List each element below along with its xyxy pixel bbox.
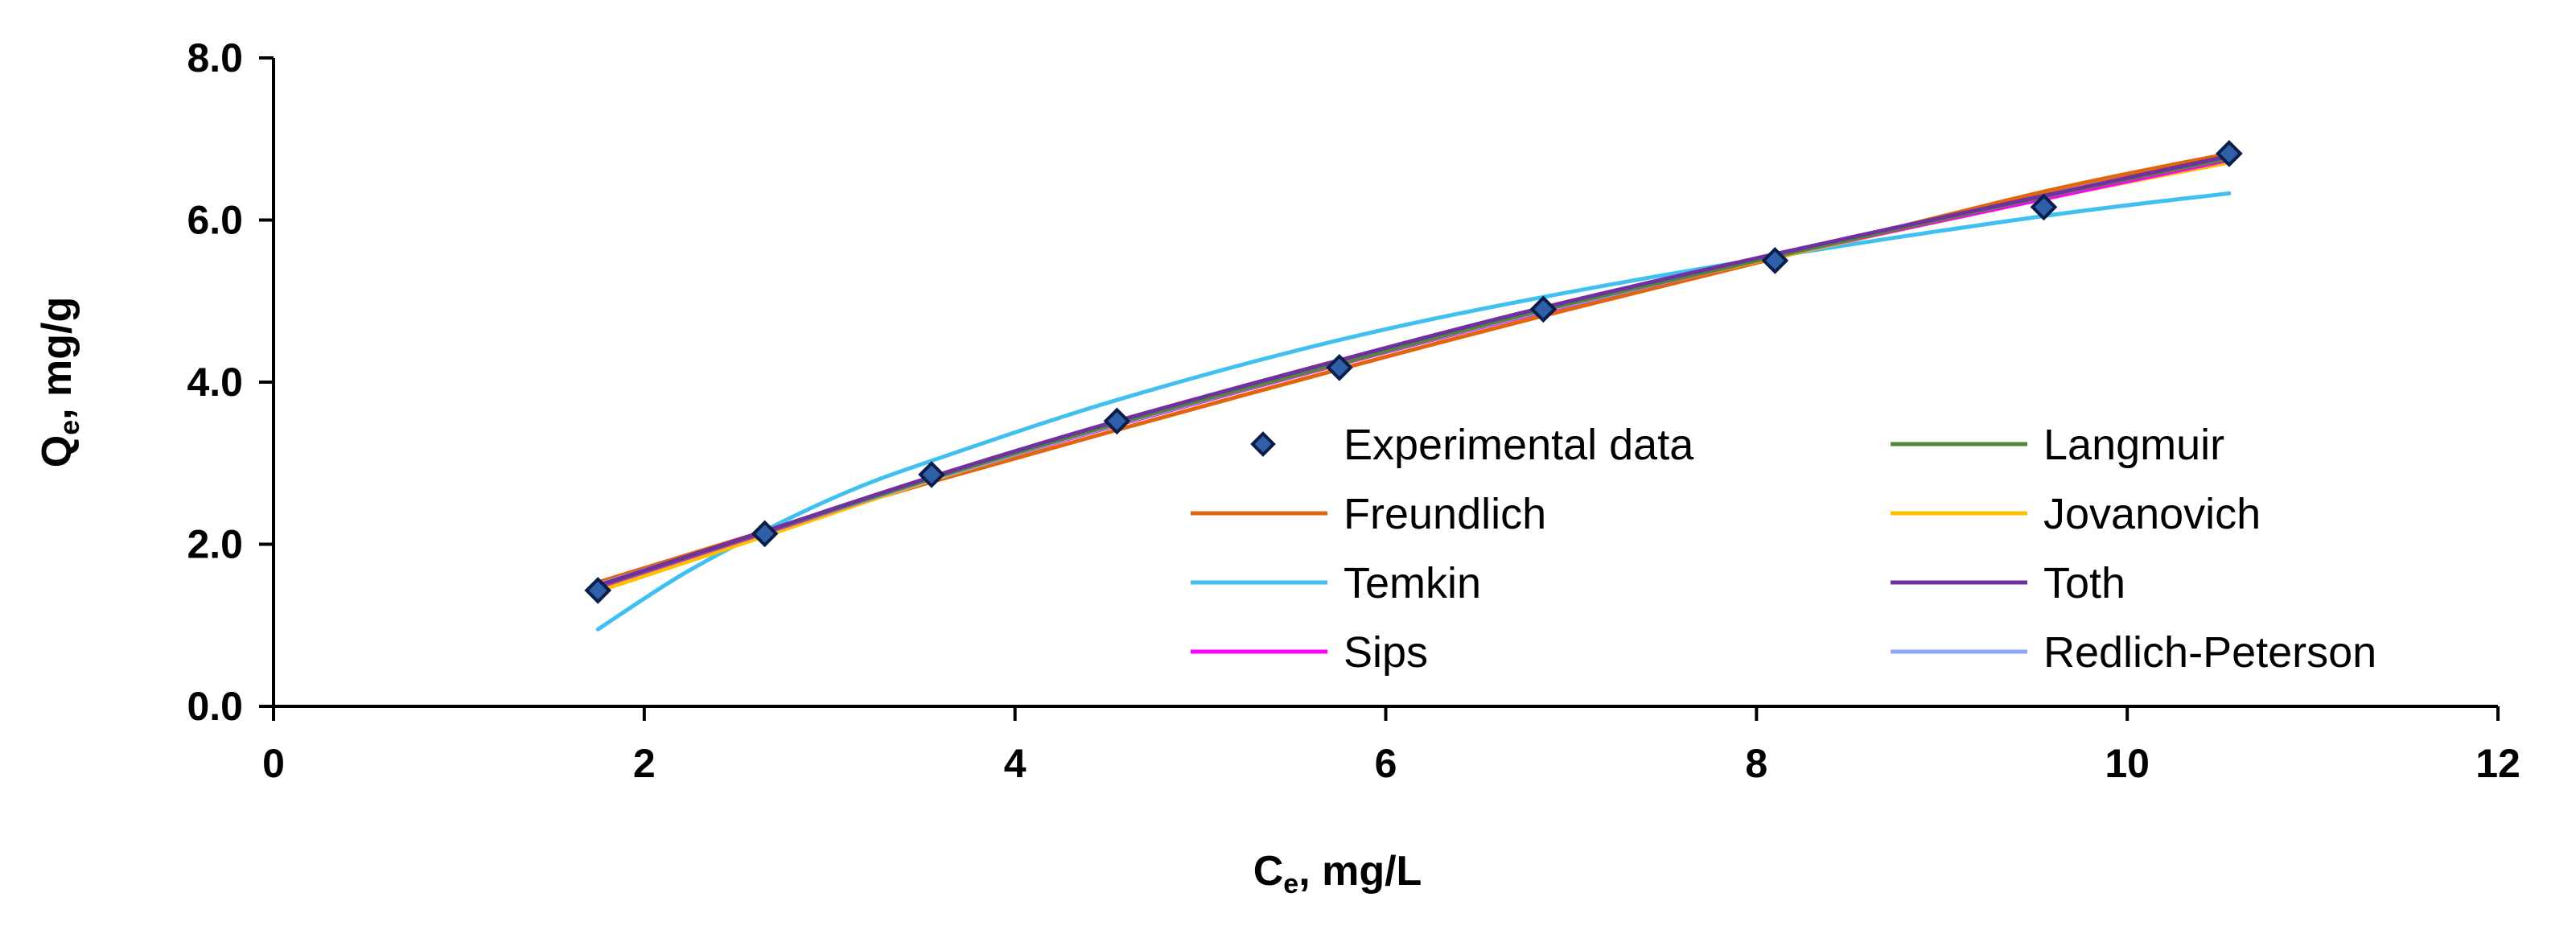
x-axis-title: Ce, mg/L [1253,848,1422,899]
legend-item: Freundlich [1191,490,1546,538]
legend-label: Toth [2043,559,2125,607]
data-point [1761,247,1789,274]
y-tick-label: 2.0 [187,522,243,567]
data-point [1103,407,1131,435]
x-axis-title-sub: e [1283,869,1298,899]
data-point [584,577,612,604]
y-tick-label: 4.0 [187,360,243,405]
y-axis-title-unit: , mg/g [34,297,80,420]
data-point [1326,354,1353,381]
data-point [2030,193,2058,221]
x-axis-title-main: C [1253,848,1284,895]
data-point [751,520,779,548]
legend-item: Jovanovich [1891,490,2261,538]
x-tick-label: 6 [1375,741,1397,786]
y-tick-label: 6.0 [187,198,243,243]
data-point [2216,140,2243,167]
series-line-toth [595,154,2232,588]
y-axis-title: Qe, mg/g [34,297,85,467]
data-point [1529,295,1558,323]
legend-label: Jovanovich [2043,490,2261,538]
x-tick-label: 8 [1745,741,1767,786]
experimental-points [584,140,2243,604]
y-axis-title-main: Q [34,435,80,467]
x-tick-label: 4 [1004,741,1027,786]
x-tick-label: 0 [262,741,285,786]
legend-item: Redlich-Peterson [1891,628,2376,677]
legend-label: Redlich-Peterson [2043,628,2376,677]
legend-label: Temkin [1344,559,1481,607]
legend-item: Langmuir [1891,421,2224,469]
legend-label: Sips [1344,628,1428,677]
x-tick-label: 10 [2105,741,2150,786]
legend-item: Temkin [1191,559,1481,607]
legend-marker [1250,431,1276,457]
legend-label: Freundlich [1344,490,1546,538]
y-tick-label: 8.0 [187,35,243,80]
legend-label: Langmuir [2043,421,2224,469]
model-curves [595,151,2232,632]
y-tick-label: 0.0 [187,684,243,729]
y-axis-title-sub: e [55,420,85,435]
legend-item: Toth [1891,559,2125,607]
legend-item: Experimental data [1250,421,1694,469]
legend-label: Experimental data [1344,421,1694,469]
legend-item: Sips [1191,628,1428,677]
x-tick-label: 2 [633,741,656,786]
x-tick-label: 12 [2475,741,2520,786]
data-point [918,461,945,488]
axes: 0.0 2.0 4.0 6.0 8.0 0 2 4 6 8 10 12 [187,35,2520,786]
axis-titles: Ce, mg/LQe, mg/g [34,297,1422,899]
legend: Experimental data Freundlich Temkin Sips Lan… [1191,421,2376,677]
x-axis-title-unit: , mg/L [1298,848,1422,895]
